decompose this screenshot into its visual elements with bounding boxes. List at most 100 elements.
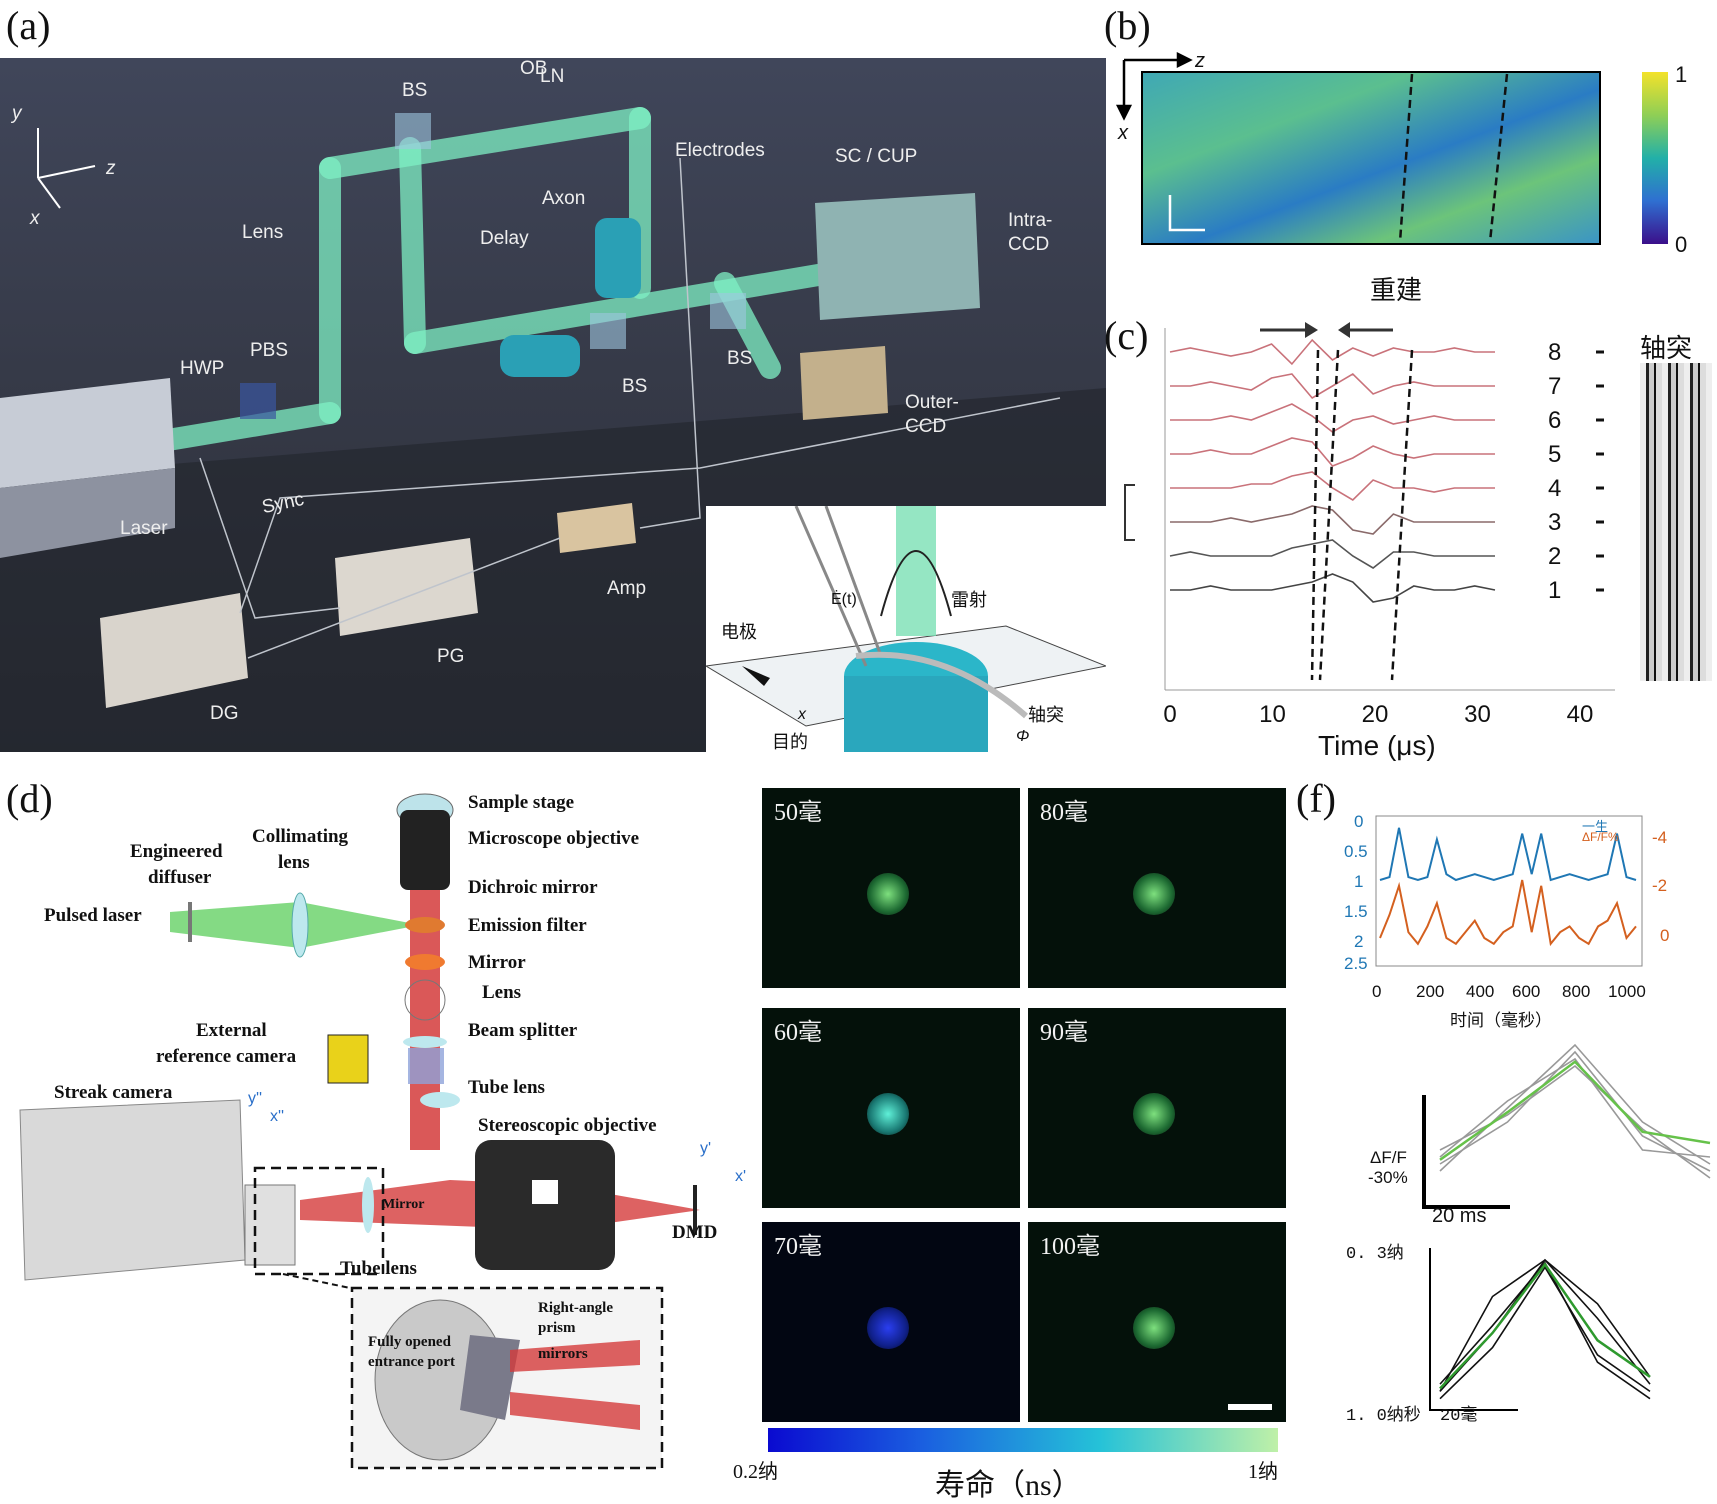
inset-label-x: x (798, 706, 806, 723)
objective-axon (595, 218, 641, 298)
tile-label: 60毫 (774, 1020, 822, 1046)
f-bot-trace-3 (1439, 1265, 1651, 1400)
d-label-engineered-2: diffuser (148, 867, 212, 888)
d-mirror-ring (404, 979, 446, 1021)
c-trace-label-3: 3 (1548, 509, 1561, 536)
b-caption: 重建 (1370, 275, 1423, 305)
tile-80: 80毫 (1028, 788, 1286, 988)
tile-70: 70毫 (762, 1222, 1020, 1422)
d-label-collimating-1: Collimating (252, 826, 349, 847)
d-lens-element (403, 1036, 447, 1048)
label-outer-ccd-2: CCD (905, 416, 947, 437)
label-ln: LN (540, 66, 565, 87)
sc-cup-box (815, 193, 980, 320)
tile-50: 50毫 (762, 788, 1020, 988)
b-axis-arrows (1115, 51, 1193, 121)
d-axis-xp: x' (735, 1168, 747, 1185)
inset-label-et: Ė(t) (831, 591, 857, 608)
bs-cube-1 (395, 113, 431, 149)
f-top-series-1 (1379, 879, 1637, 947)
c-xtick-30: 30 (1464, 701, 1491, 728)
label-dg: DG (210, 703, 239, 724)
f-mid-trace-1 (1439, 1050, 1711, 1172)
c-bracket (1124, 484, 1135, 541)
c-dash-line-3 (1390, 349, 1414, 681)
axis-y-label: y (12, 103, 22, 124)
tile-60: 60毫 (762, 1008, 1020, 1208)
d-label-streak-camera: Streak camera (54, 1082, 173, 1103)
d-label-lens: Lens (482, 982, 522, 1003)
f-legend-1: 一生 (1582, 819, 1609, 834)
f-xt-3: 600 (1512, 982, 1541, 1001)
d-axis-yp: y' (700, 1140, 712, 1157)
c-trace-7 (1170, 372, 1495, 400)
f-bot-trace-1 (1439, 1258, 1651, 1392)
f-bot-trace-2 (1439, 1261, 1651, 1400)
c-side-label: 轴突 (1640, 333, 1693, 363)
f-mid-mean (1439, 1060, 1711, 1161)
dg-box (100, 593, 248, 708)
panel-d-diagram (19, 793, 700, 1470)
f-mid-trace-4 (1439, 1064, 1711, 1179)
c-trace-4 (1170, 471, 1495, 502)
d-selection-box (253, 1166, 385, 1276)
axis-z-label: z (106, 158, 116, 179)
label-lens: Lens (242, 222, 284, 243)
f-xt-0: 0 (1372, 982, 1382, 1001)
d-label-right-angle-2: prism (538, 1320, 576, 1336)
f-bot-chart (1429, 1248, 1651, 1411)
inset-label-target: 目的 (772, 732, 808, 752)
c-axon-image (1640, 363, 1712, 681)
d-label-dichroic-mirror: Dichroic mirror (468, 877, 598, 898)
f-mid-scale-x: 20 ms (1432, 1205, 1487, 1227)
tile-90: 90毫 (1028, 1008, 1286, 1208)
f-xt-5: 1000 (1608, 982, 1646, 1001)
b-axis-x: x (1118, 122, 1128, 144)
tile-label: 70毫 (774, 1234, 822, 1260)
d-label-emission-filter: Emission filter (468, 915, 587, 936)
c-trace-label-4: 4 (1548, 475, 1561, 502)
f-yr-1: -2 (1652, 876, 1668, 895)
f-top-frame (1375, 815, 1643, 967)
f-yl-1: 0.5 (1344, 842, 1368, 861)
label-pg: PG (437, 646, 465, 667)
d-inset-prisms (460, 1335, 520, 1420)
d-label-dmd: DMD (672, 1222, 718, 1243)
f-bot-scalebar (1429, 1248, 1518, 1411)
d-label-mirror: Mirror (468, 952, 526, 973)
d-label-sample-stage: Sample stage (468, 792, 575, 813)
f-mid-ylabel-1: ΔF/F (1370, 1148, 1407, 1167)
c-trace-2 (1169, 539, 1495, 569)
reconstruction-map (1141, 71, 1601, 245)
f-top-chart (1375, 815, 1643, 967)
c-trace-label-8: 8 (1548, 339, 1561, 366)
d-label-stereoscopic-objective: Stereoscopic objective (478, 1115, 657, 1136)
inset-label-axon: 轴突 (1028, 705, 1064, 725)
c-xtick-10: 10 (1259, 701, 1286, 728)
inset-axon (855, 651, 1028, 719)
e-colorbar (768, 1428, 1278, 1452)
d-label-fully-opened-2: entrance port (368, 1354, 456, 1370)
f-top-series-0 (1379, 827, 1637, 882)
c-trace-8 (1169, 338, 1495, 366)
panel-a-inset: 雷射 电极 Ė(t) 轴突 Φ x 目的 (704, 505, 1108, 752)
d-label-engineered-1: Engineered (130, 841, 223, 862)
laser-box (0, 378, 175, 488)
d-tube-lens-bottom (362, 1177, 374, 1233)
panel-letter-f: (f) (1296, 776, 1336, 821)
panel-a-svg (0, 107, 1106, 752)
b-axis-z: z (1195, 50, 1205, 72)
e-scale-bar (1228, 1404, 1272, 1410)
axis-x-label: x (30, 208, 40, 229)
f-yr-2: 0 (1660, 926, 1670, 945)
c-trace-label-7: 7 (1548, 373, 1561, 400)
panel-b-reconstruction (1115, 51, 1668, 245)
d-inset-beam-1 (510, 1340, 640, 1372)
label-laser: Laser (120, 518, 168, 539)
f-yl-2: 1 (1354, 872, 1364, 891)
tile-label: 80毫 (1040, 800, 1088, 826)
tile-label: 90毫 (1040, 1020, 1088, 1046)
d-label-external-camera-2: reference camera (156, 1046, 297, 1067)
c-xlabel: Time (μs) (1318, 730, 1436, 761)
f-mid-ylabel-2: -30% (1368, 1168, 1408, 1187)
